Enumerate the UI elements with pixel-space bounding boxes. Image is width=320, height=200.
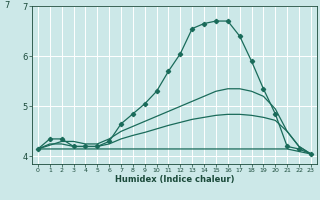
X-axis label: Humidex (Indice chaleur): Humidex (Indice chaleur) bbox=[115, 175, 234, 184]
Text: 7: 7 bbox=[4, 1, 9, 10]
